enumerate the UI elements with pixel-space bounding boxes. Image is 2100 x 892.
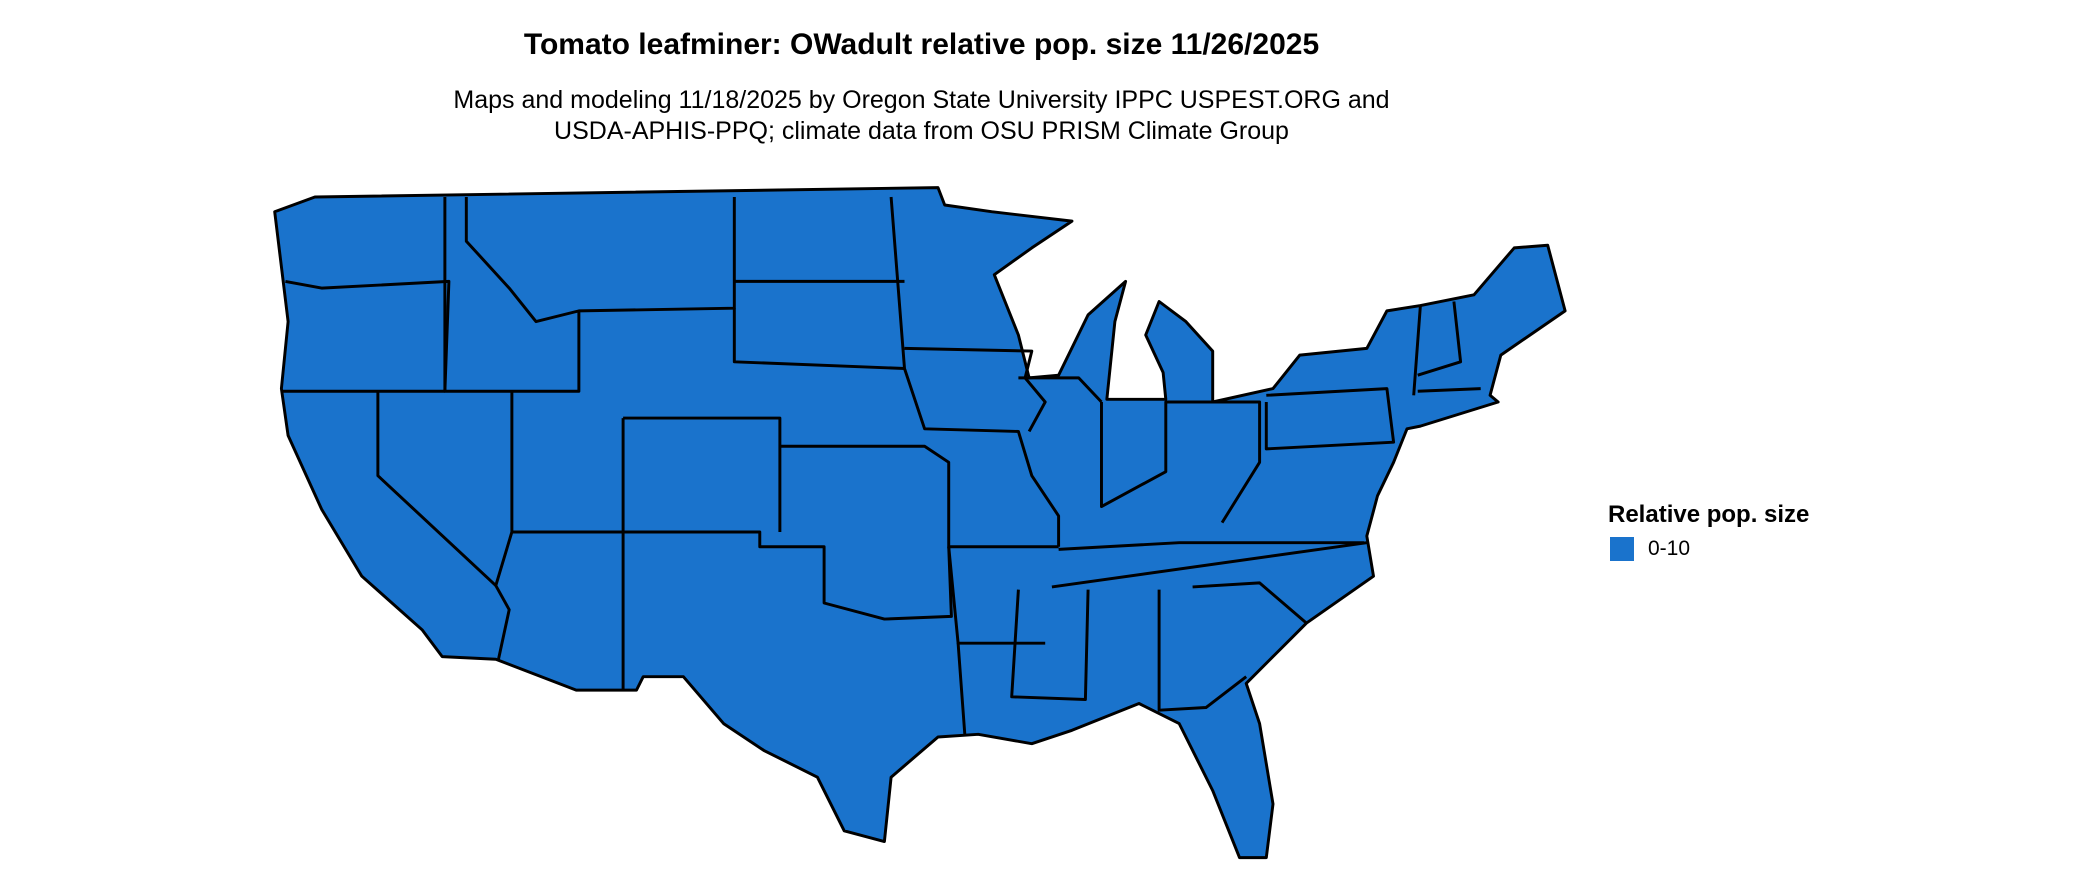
legend-label-0-10: 0-10	[1648, 537, 1691, 560]
map-subtitle-line-1: Maps and modeling 11/18/2025 by Oregon S…	[453, 86, 1390, 114]
map-title: Tomato leafminer: OWadult relative pop. …	[523, 28, 1320, 61]
map-subtitle-line-2: USDA-APHIS-PPQ; climate data from OSU PR…	[554, 117, 1289, 145]
legend-swatch-0-10	[1610, 537, 1634, 561]
state-borders	[281, 196, 1481, 735]
legend-title: Relative pop. size	[1608, 501, 1810, 528]
us-outline	[273, 186, 1567, 860]
